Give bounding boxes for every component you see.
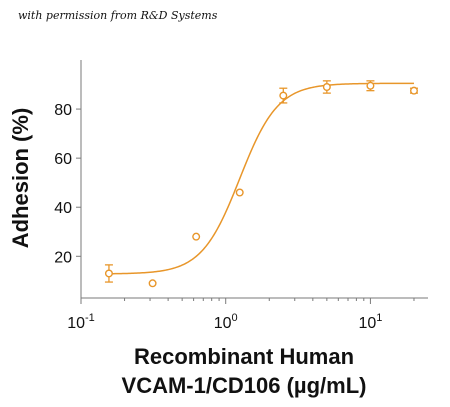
data-point xyxy=(235,188,244,197)
y-ticks: 20 40 60 80 xyxy=(54,102,81,266)
data-marker xyxy=(279,91,288,100)
x-tick-label: 101 xyxy=(358,312,382,332)
y-axis-label: Adhesion (%) xyxy=(8,108,33,249)
data-marker xyxy=(235,188,244,197)
y-tick-label: 80 xyxy=(54,102,72,119)
data-marker xyxy=(322,82,331,91)
data-marker xyxy=(148,279,157,288)
x-axis-label-line-1: Recombinant Human xyxy=(134,344,354,369)
y-tick-label: 60 xyxy=(54,151,72,168)
data-point xyxy=(148,279,157,288)
data-points xyxy=(104,80,418,288)
x-tick-label: 10-1 xyxy=(67,312,95,332)
data-point xyxy=(192,232,201,241)
x-tick-label: 100 xyxy=(214,312,238,332)
y-tick-label: 40 xyxy=(54,200,72,217)
axes xyxy=(80,60,428,299)
data-point xyxy=(366,80,375,92)
data-marker xyxy=(409,86,418,95)
data-point xyxy=(279,87,288,104)
credit-caption: with permission from R&D Systems xyxy=(18,9,218,22)
data-point xyxy=(409,86,418,95)
x-ticks: 10-1 100 101 xyxy=(67,298,415,332)
data-marker xyxy=(366,81,375,90)
y-tick-label: 20 xyxy=(54,249,72,266)
x-axis-label-line-2: VCAM-1/CD106 (µg/mL) xyxy=(122,373,367,398)
data-marker xyxy=(104,269,113,278)
data-point xyxy=(322,80,331,94)
fit-curve xyxy=(108,82,414,275)
data-point xyxy=(104,264,113,283)
data-marker xyxy=(192,232,201,241)
